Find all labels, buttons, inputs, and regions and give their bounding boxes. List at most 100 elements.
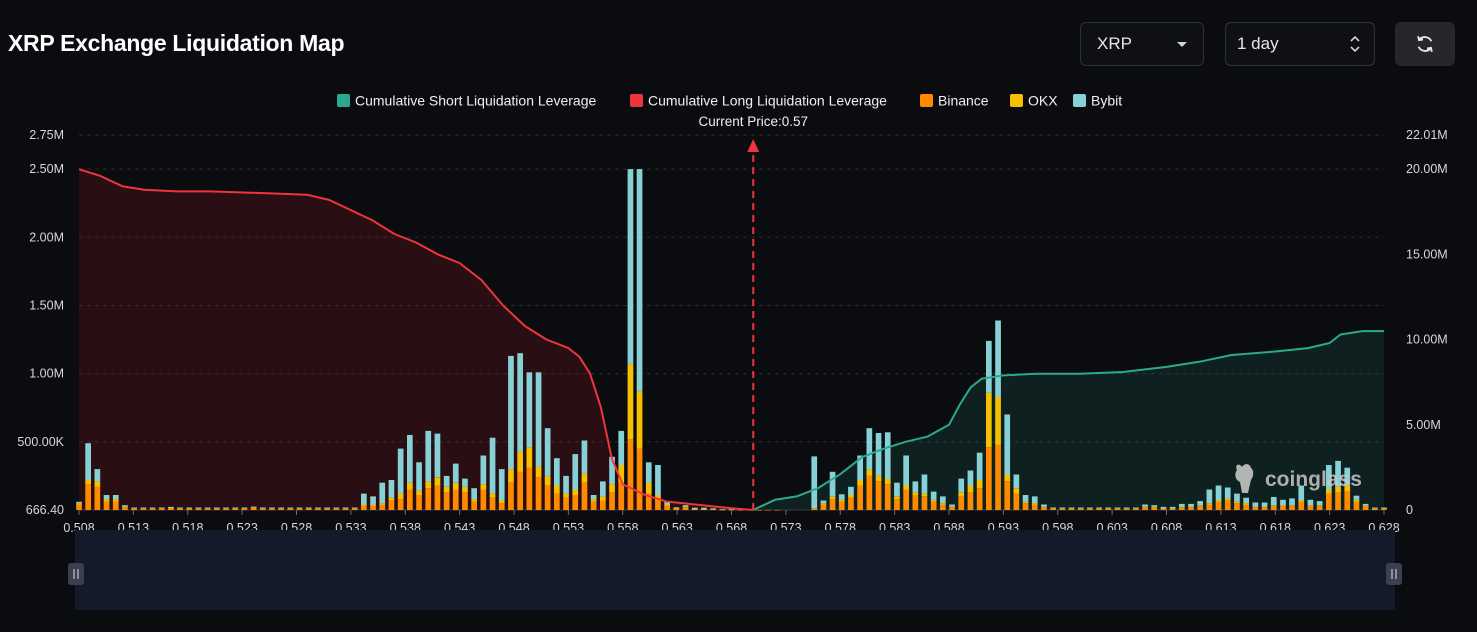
bar-binance bbox=[1197, 505, 1203, 510]
bar-okx bbox=[1215, 500, 1222, 502]
bar-okx bbox=[1087, 508, 1093, 509]
bar-binance bbox=[1307, 505, 1314, 510]
bar-bybit bbox=[1326, 465, 1332, 490]
range-slider[interactable] bbox=[68, 530, 1402, 610]
bar-bybit bbox=[76, 501, 82, 504]
bar-bybit bbox=[949, 504, 955, 507]
bar-okx bbox=[995, 396, 1001, 445]
bar-binance bbox=[379, 504, 386, 510]
bar-bybit bbox=[535, 372, 542, 467]
legend-item[interactable]: Bybit bbox=[1073, 93, 1122, 109]
bar-bybit bbox=[425, 430, 432, 482]
bar-binance bbox=[1326, 493, 1332, 510]
slider-handle-right[interactable] bbox=[1386, 563, 1402, 585]
bar-bybit bbox=[1114, 507, 1121, 509]
bar-bybit bbox=[673, 507, 680, 508]
bar-okx bbox=[131, 508, 137, 509]
bar-bybit bbox=[1059, 507, 1066, 509]
bar-binance bbox=[1087, 508, 1093, 510]
bar-binance bbox=[701, 509, 707, 510]
slider-handle-left[interactable] bbox=[68, 563, 84, 585]
bar-bybit bbox=[1096, 507, 1102, 509]
bar-binance bbox=[995, 444, 1001, 510]
bar-binance bbox=[673, 508, 680, 510]
bar-okx bbox=[388, 497, 395, 501]
bar-bybit bbox=[701, 507, 707, 510]
bar-okx bbox=[223, 508, 229, 509]
bar-binance bbox=[664, 505, 670, 510]
bar-okx bbox=[315, 508, 321, 509]
bar-bybit bbox=[186, 507, 193, 509]
bar-okx bbox=[1270, 505, 1277, 506]
bar-okx bbox=[609, 484, 615, 493]
bar-binance bbox=[636, 448, 643, 510]
bar-okx bbox=[278, 508, 284, 509]
bar-bybit bbox=[140, 507, 147, 509]
bar-okx bbox=[434, 477, 441, 486]
legend-item[interactable]: Cumulative Long Liquidation Leverage bbox=[630, 93, 887, 109]
slider-track[interactable] bbox=[75, 530, 1395, 610]
bar-okx bbox=[618, 465, 625, 483]
bar-binance bbox=[1372, 508, 1378, 510]
bar-binance bbox=[1344, 490, 1351, 510]
bar-okx bbox=[1188, 506, 1194, 508]
bar-binance bbox=[94, 486, 101, 510]
bar-binance bbox=[388, 500, 395, 510]
legend[interactable]: Cumulative Short Liquidation Leverage Cum… bbox=[337, 93, 1122, 109]
bar-okx bbox=[967, 485, 974, 493]
bar-binance bbox=[85, 484, 91, 510]
bar-binance bbox=[177, 508, 183, 510]
bar-binance bbox=[425, 488, 432, 510]
bar-binance bbox=[554, 493, 560, 510]
watermark: coinglass bbox=[1235, 464, 1362, 493]
bar-binance bbox=[489, 497, 496, 510]
legend-label: Cumulative Long Liquidation Leverage bbox=[648, 93, 887, 109]
legend-label: Cumulative Short Liquidation Leverage bbox=[355, 93, 596, 109]
bar-okx bbox=[1114, 508, 1121, 509]
bar-bybit bbox=[940, 496, 946, 504]
bar-bybit bbox=[1197, 501, 1203, 506]
bar-okx bbox=[875, 475, 882, 482]
bar-binance bbox=[471, 501, 477, 510]
bar-binance bbox=[967, 492, 974, 510]
bar-binance bbox=[333, 508, 340, 510]
bar-binance bbox=[691, 509, 698, 510]
bar-binance bbox=[544, 485, 551, 510]
bar-okx bbox=[526, 447, 533, 468]
range-select[interactable]: 1 day bbox=[1225, 22, 1375, 66]
legend-item[interactable]: OKX bbox=[1010, 93, 1058, 109]
bar-bybit bbox=[204, 507, 211, 509]
coinglass-logo-icon bbox=[1235, 464, 1254, 493]
y-left-tick-label: 1.00M bbox=[29, 367, 64, 381]
bar-okx bbox=[287, 508, 294, 509]
bar-bybit bbox=[315, 507, 321, 509]
refresh-button[interactable] bbox=[1395, 22, 1455, 66]
bar-bybit bbox=[655, 465, 661, 495]
bar-binance bbox=[1353, 501, 1360, 510]
bar-bybit bbox=[986, 340, 992, 393]
bar-bybit bbox=[857, 455, 863, 480]
legend-label: Bybit bbox=[1091, 93, 1122, 109]
bar-bybit bbox=[269, 507, 275, 509]
bar-bybit bbox=[554, 458, 560, 486]
bar-bybit bbox=[498, 469, 505, 501]
legend-item[interactable]: Binance bbox=[920, 93, 989, 109]
bar-binance bbox=[1059, 508, 1066, 510]
bar-bybit bbox=[636, 169, 643, 392]
bar-binance bbox=[1142, 507, 1148, 510]
bar-binance bbox=[921, 496, 928, 510]
bar-bybit bbox=[434, 433, 441, 478]
bar-bybit bbox=[811, 456, 818, 509]
bar-okx bbox=[1169, 508, 1176, 509]
bar-bybit bbox=[1316, 501, 1323, 506]
bar-bybit bbox=[158, 507, 165, 509]
bar-bybit bbox=[967, 470, 974, 486]
bar-okx bbox=[1335, 486, 1341, 493]
symbol-select[interactable]: XRP bbox=[1080, 22, 1204, 66]
bar-bybit bbox=[572, 454, 579, 490]
bar-bybit bbox=[287, 507, 294, 509]
bar-okx bbox=[903, 485, 909, 490]
bar-bybit bbox=[388, 480, 395, 498]
bar-bybit bbox=[416, 462, 422, 491]
legend-item[interactable]: Cumulative Short Liquidation Leverage bbox=[337, 93, 596, 109]
